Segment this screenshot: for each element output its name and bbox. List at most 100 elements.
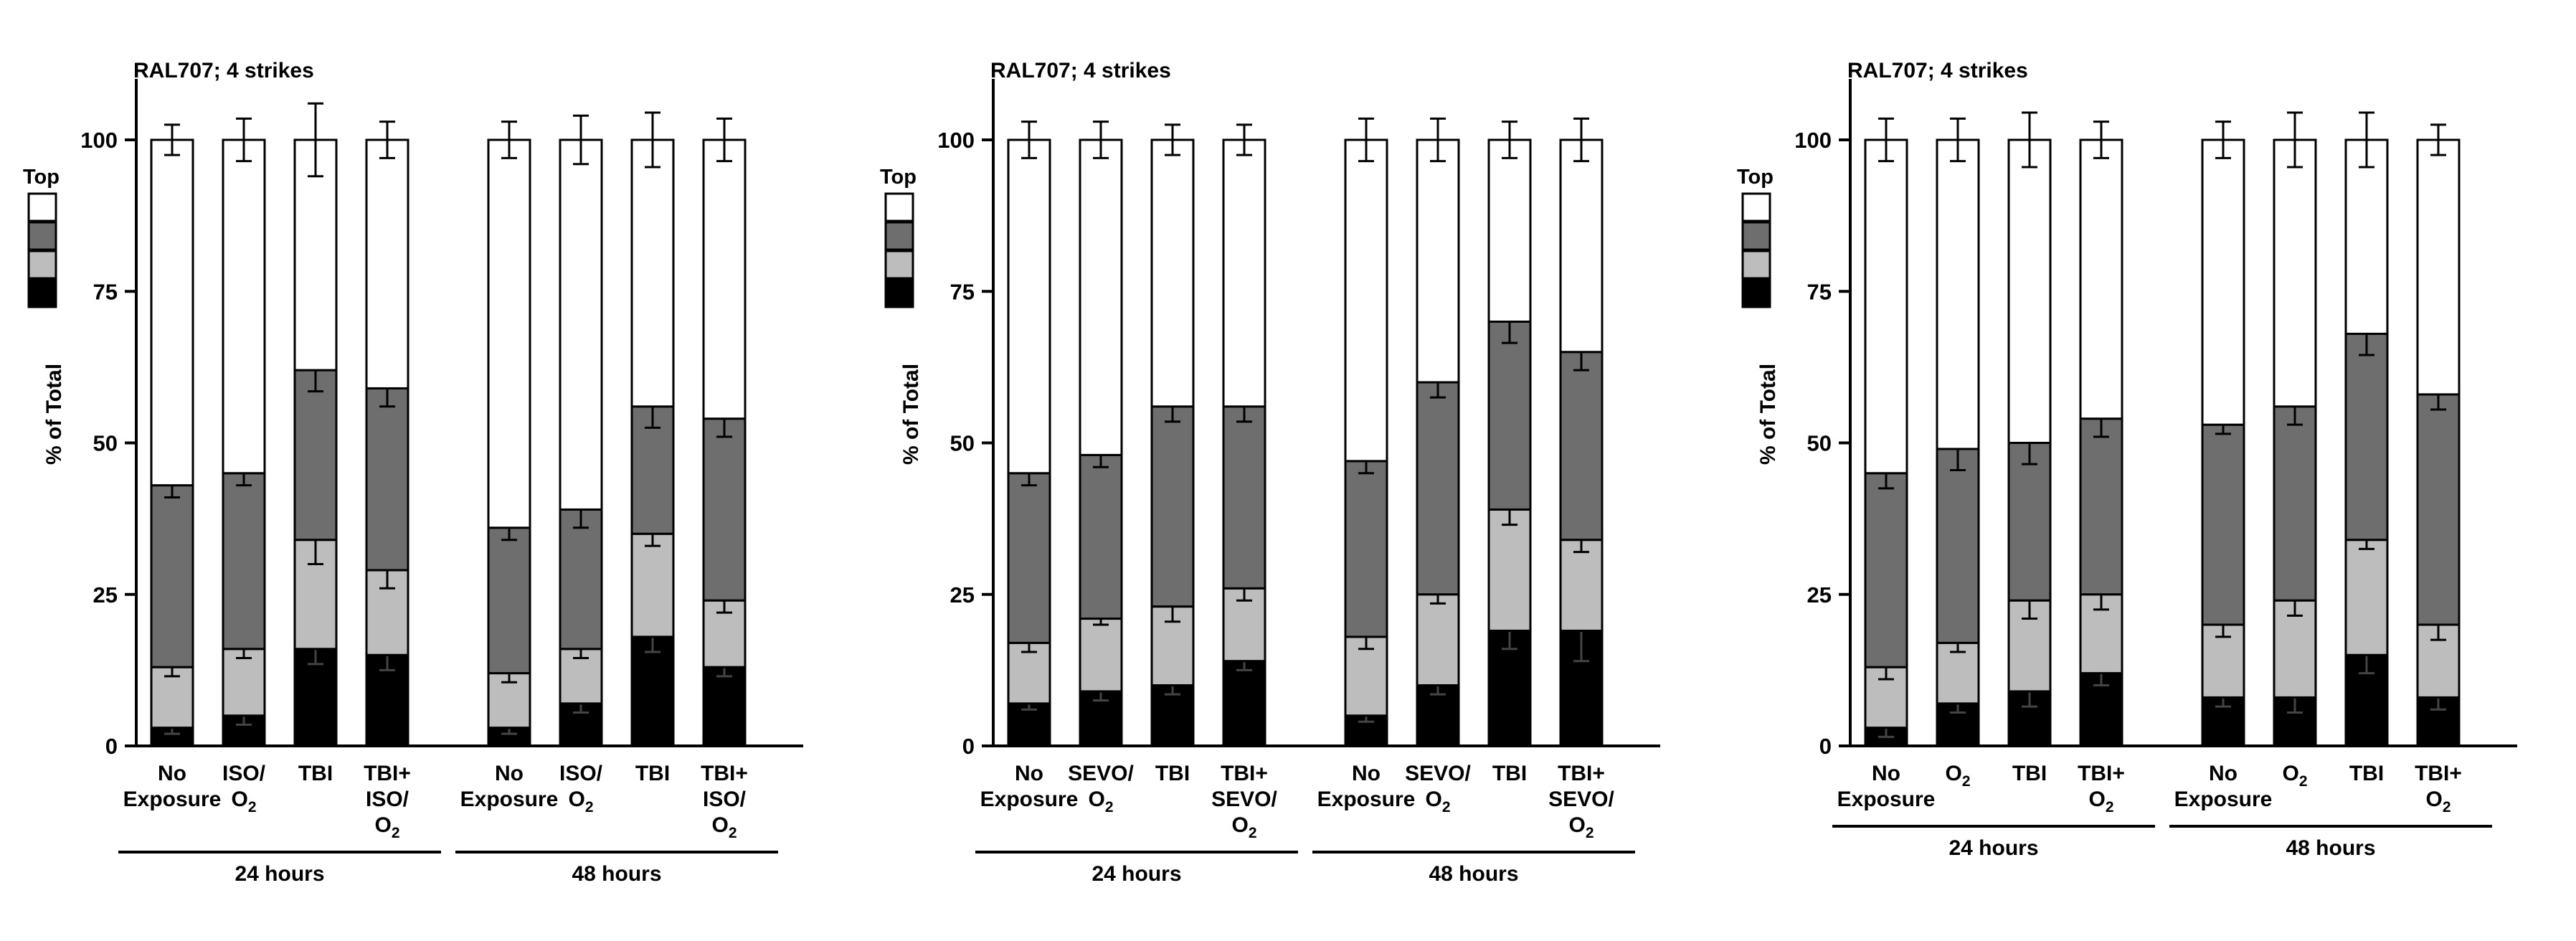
bar-segment [1864,472,1908,668]
chart-panel-3: RAL707; 4 strikes 0 25 50 75 100 % of Total Top… [1737,59,2517,860]
legend-title: Top [23,166,60,189]
bar-segment [1007,138,1051,475]
x-tick-label: SEVO/ [1405,762,1471,785]
legend-swatch [1741,192,1771,222]
x-tick-label: No [1872,762,1900,785]
bar-segment [365,387,409,572]
bar-segment [702,417,747,602]
x-tick-label: O2 [1231,813,1256,841]
bar-segment [293,138,338,372]
x-tick-label: O2 [711,813,737,841]
bar-segment [1079,618,1123,693]
x-tick-label: TBI+ [2415,762,2462,785]
x-tick-label: Exposure [460,788,559,811]
bar-segment [1416,138,1460,384]
x-tick-label: ISO/ [559,762,603,785]
bar-segment [293,369,338,542]
bar-segment [487,526,531,675]
x-tick-label: ISO/ [703,788,747,811]
bar-segment [1864,138,1908,475]
x-tick-label: No [1352,762,1381,785]
legend-swatch [884,250,914,280]
x-tick-label: TBI [1492,762,1527,785]
bar-segment [2007,442,2052,602]
y-tick-label: 100 [937,128,975,153]
x-tick-label: TBI [2349,762,2384,785]
y-tick-label: 100 [1794,128,1832,153]
x-tick-label: O2 [2282,762,2307,790]
x-tick-label: O2 [2088,788,2113,815]
bar-segment [2007,138,2052,444]
x-tick-label: TBI+ [1221,762,1268,785]
x-tick-label: O2 [1088,788,1113,815]
x-tick-label: O2 [1425,788,1450,815]
x-tick-label: TBI [635,762,670,785]
bar-segment [1487,508,1532,632]
bar-segment [1079,453,1123,620]
group-label: 24 hours [1948,836,2038,860]
chart-panel-2: RAL707; 4 strikes 0 25 50 75 100 % of Total Top… [880,59,1660,886]
bar-segment [150,138,194,487]
legend-swatch [884,192,914,222]
bar-segment [1559,539,1604,632]
bar-segment [1487,138,1532,323]
bar-segment [1079,138,1123,456]
bar-segment [702,666,747,747]
bar-segment [1222,405,1266,590]
y-tick-label: 75 [1807,279,1832,304]
x-tick-label: O2 [374,813,399,841]
bar-segment [1416,593,1460,686]
x-tick-label: O2 [231,788,256,815]
x-tick-label: O2 [2425,788,2450,815]
x-tick-label: TBI+ [1558,762,1605,785]
bar-segment [1416,381,1460,596]
legend-swatch [27,250,57,280]
x-tick-label: TBI+ [701,762,748,785]
x-tick-label: TBI [298,762,333,785]
bar-segment [1559,351,1604,542]
bar-segment [1936,138,1980,450]
bar-segment [2201,423,2245,626]
bar-segment [630,138,675,408]
group-label: 24 hours [1092,862,1181,886]
y-tick-label: 50 [1807,431,1832,456]
x-tick-label: No [2209,762,2238,785]
x-tick-label: ISO/ [222,762,266,785]
bar-segment [559,508,603,651]
x-tick-label: SEVO/ [1211,788,1277,811]
x-tick-label: No [495,762,524,785]
legend-swatch [884,221,914,251]
x-tick-label: TBI+ [364,762,411,785]
chart-title: RAL707; 4 strikes [990,59,1171,82]
x-tick-label: Exposure [1317,788,1416,811]
y-axis-label: % of Total [1756,364,1780,465]
chart-title: RAL707; 4 strikes [1847,59,2028,82]
x-tick-label: Exposure [2174,788,2273,811]
x-tick-label: Exposure [1837,788,1936,811]
bar-segment [1559,138,1604,354]
x-tick-label: ISO/ [366,788,409,811]
x-tick-label: TBI+ [2078,762,2125,785]
x-tick-label: TBI [1155,762,1190,785]
group-label: 24 hours [235,862,324,886]
legend-swatch [27,221,57,251]
legend-swatch [1741,250,1771,280]
bar-segment [487,138,531,529]
bar-segment [2416,138,2461,396]
x-tick-label: TBI [2012,762,2047,785]
bar-segment [1007,472,1051,644]
bar-segment [2416,393,2461,626]
x-tick-label: Exposure [980,788,1079,811]
y-tick-label: 25 [93,582,118,607]
x-tick-label: Exposure [123,788,222,811]
bar-segment [1344,138,1388,463]
bar-segment [2201,138,2245,426]
bar-segment [2079,417,2123,596]
bar-segment [222,472,266,651]
bar-segment [1487,321,1532,511]
bar-segment [2273,405,2317,602]
bar-segment [1936,448,1980,644]
bar-segment [2344,539,2389,656]
